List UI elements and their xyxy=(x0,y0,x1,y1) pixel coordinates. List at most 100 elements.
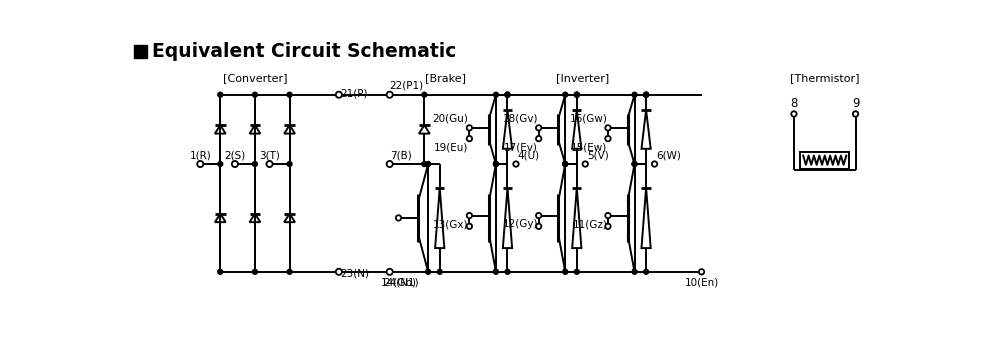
Polygon shape xyxy=(493,269,496,272)
Text: 19(Eu): 19(Eu) xyxy=(434,143,468,152)
Circle shape xyxy=(562,162,567,167)
Circle shape xyxy=(336,269,342,275)
Text: 6(W): 6(W) xyxy=(655,151,680,161)
Text: [Inverter]: [Inverter] xyxy=(555,73,608,83)
Circle shape xyxy=(217,162,222,167)
Circle shape xyxy=(386,92,393,98)
Text: 7(B): 7(B) xyxy=(390,150,411,160)
Text: 10(En): 10(En) xyxy=(683,278,718,288)
Text: 14(Gb): 14(Gb) xyxy=(380,278,416,288)
Circle shape xyxy=(466,224,472,229)
Text: [Converter]: [Converter] xyxy=(222,73,287,83)
Circle shape xyxy=(505,92,509,97)
Text: 18(Gv): 18(Gv) xyxy=(502,114,537,124)
Circle shape xyxy=(466,125,472,131)
Circle shape xyxy=(386,161,393,167)
Circle shape xyxy=(437,269,442,274)
Circle shape xyxy=(631,269,636,274)
Text: 15(Ew): 15(Ew) xyxy=(570,143,606,152)
Text: 5(V): 5(V) xyxy=(586,151,608,161)
Circle shape xyxy=(562,92,567,97)
Text: 8: 8 xyxy=(790,97,797,110)
Circle shape xyxy=(505,269,509,274)
Text: 24(N1): 24(N1) xyxy=(383,278,419,288)
Bar xyxy=(134,45,147,58)
Circle shape xyxy=(631,92,636,97)
Circle shape xyxy=(396,215,401,221)
Circle shape xyxy=(852,111,858,116)
Polygon shape xyxy=(493,161,496,164)
Polygon shape xyxy=(562,161,565,164)
Circle shape xyxy=(643,92,648,97)
Text: 3(T): 3(T) xyxy=(259,150,280,160)
Circle shape xyxy=(582,161,587,167)
Circle shape xyxy=(562,269,567,274)
Circle shape xyxy=(493,92,498,97)
Polygon shape xyxy=(632,269,635,272)
Circle shape xyxy=(604,136,610,141)
Circle shape xyxy=(604,224,610,229)
Circle shape xyxy=(574,269,579,274)
Circle shape xyxy=(253,162,258,167)
Circle shape xyxy=(505,92,509,97)
Circle shape xyxy=(197,161,203,167)
Circle shape xyxy=(643,92,648,97)
Circle shape xyxy=(493,162,498,167)
Circle shape xyxy=(287,269,292,274)
Text: 4(U): 4(U) xyxy=(517,151,539,161)
Text: 9: 9 xyxy=(851,97,859,110)
Circle shape xyxy=(425,162,430,167)
Circle shape xyxy=(287,92,292,97)
Polygon shape xyxy=(426,268,429,272)
Circle shape xyxy=(574,92,579,97)
Text: 1(R): 1(R) xyxy=(189,150,211,160)
Circle shape xyxy=(505,92,509,97)
Text: 23(N): 23(N) xyxy=(340,268,369,279)
Circle shape xyxy=(493,162,498,167)
Circle shape xyxy=(422,162,427,167)
Circle shape xyxy=(631,162,636,167)
Polygon shape xyxy=(631,161,634,164)
Text: 13(Gx): 13(Gx) xyxy=(433,220,468,229)
Polygon shape xyxy=(562,269,566,272)
Text: 20(Gu): 20(Gu) xyxy=(432,114,468,124)
Circle shape xyxy=(574,92,579,97)
Text: 11(Gz): 11(Gz) xyxy=(572,220,606,229)
Circle shape xyxy=(535,224,541,229)
Circle shape xyxy=(422,92,427,97)
Text: [Thermistor]: [Thermistor] xyxy=(790,73,859,83)
Bar xyxy=(800,152,849,169)
Circle shape xyxy=(535,213,541,218)
Circle shape xyxy=(336,92,342,98)
Text: 2(S): 2(S) xyxy=(224,150,245,160)
Circle shape xyxy=(535,136,541,141)
Text: 22(P1): 22(P1) xyxy=(390,81,424,91)
Circle shape xyxy=(791,111,796,116)
Circle shape xyxy=(425,269,430,274)
Circle shape xyxy=(386,269,393,275)
Text: 21(P): 21(P) xyxy=(340,88,368,98)
Circle shape xyxy=(287,162,292,167)
Circle shape xyxy=(604,125,610,131)
Circle shape xyxy=(493,269,498,274)
Circle shape xyxy=(535,125,541,131)
Text: Equivalent Circuit Schematic: Equivalent Circuit Schematic xyxy=(151,42,456,61)
Circle shape xyxy=(643,92,648,97)
Circle shape xyxy=(466,136,472,141)
Text: 17(Ev): 17(Ev) xyxy=(504,143,537,152)
Circle shape xyxy=(698,269,703,275)
Circle shape xyxy=(253,269,258,274)
Circle shape xyxy=(562,162,567,167)
Circle shape xyxy=(253,92,258,97)
Circle shape xyxy=(466,213,472,218)
Circle shape xyxy=(217,269,222,274)
Text: [Brake]: [Brake] xyxy=(425,73,466,83)
Circle shape xyxy=(513,161,518,167)
Circle shape xyxy=(643,269,648,274)
Circle shape xyxy=(267,161,273,167)
Text: 12(Gy): 12(Gy) xyxy=(502,220,537,229)
Text: 16(Gw): 16(Gw) xyxy=(569,114,606,124)
Circle shape xyxy=(631,162,636,167)
Circle shape xyxy=(217,92,222,97)
Circle shape xyxy=(604,213,610,218)
